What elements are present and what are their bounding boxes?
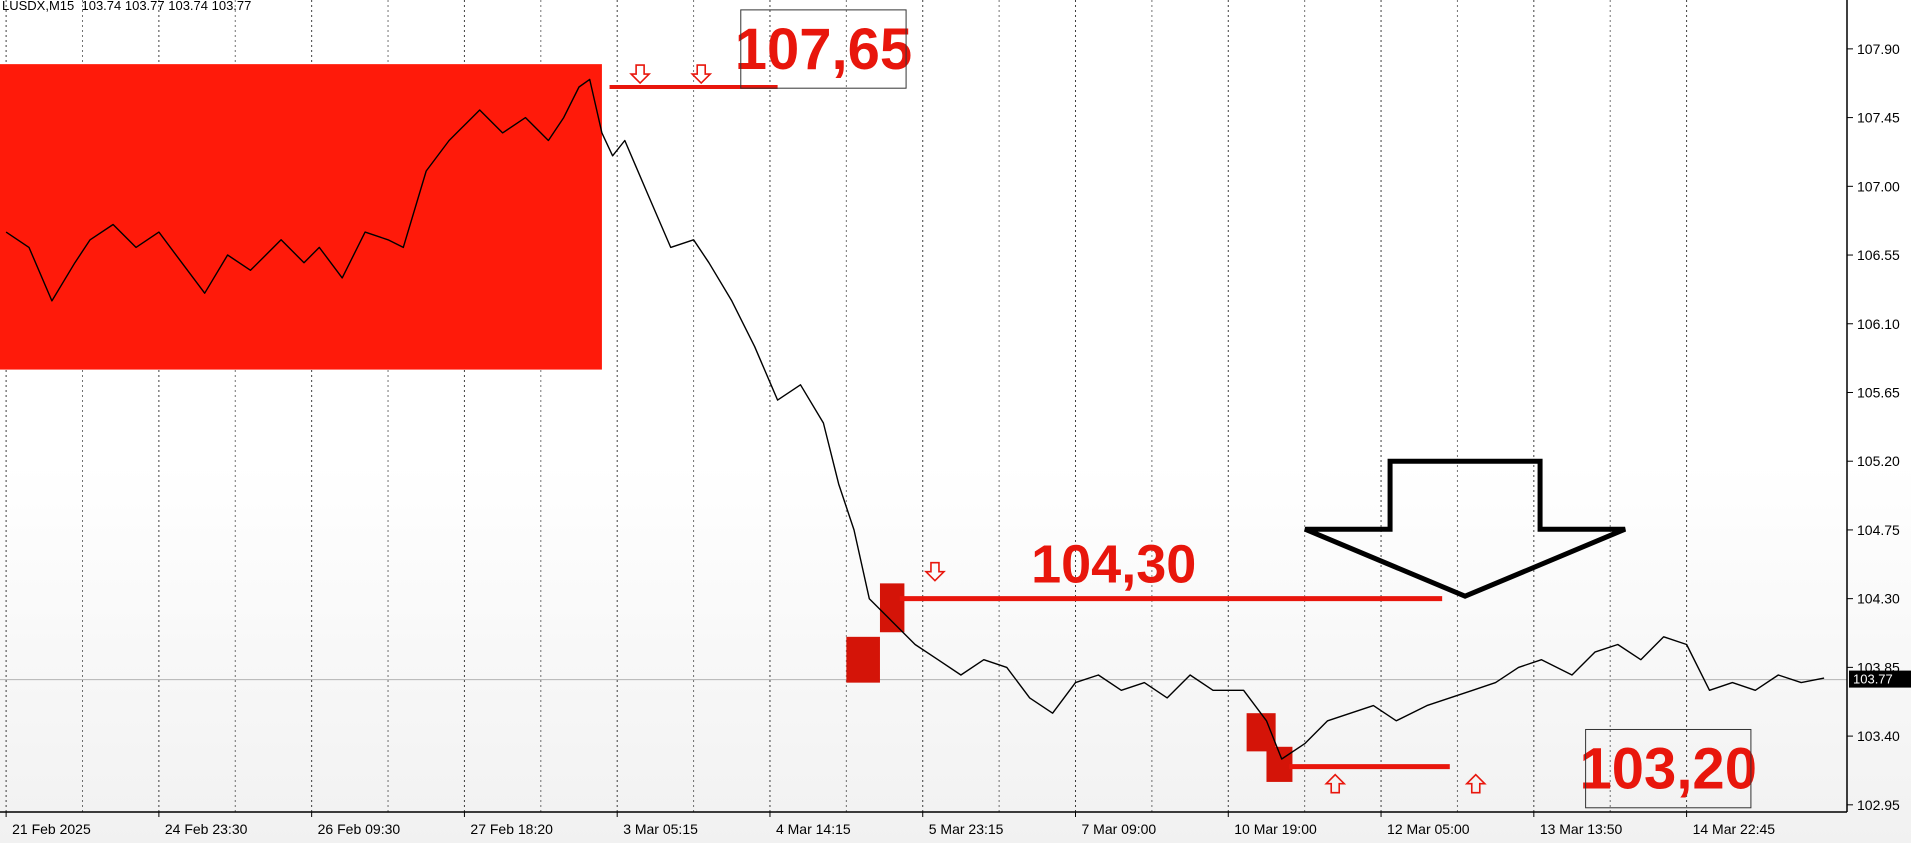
sell-arrow-icon bbox=[629, 64, 652, 85]
ohlc-values: 103.74 103.77 103.74 103.77 bbox=[81, 0, 252, 13]
level-label-top-box bbox=[740, 9, 907, 89]
y-tick-label: 107.90 bbox=[1857, 41, 1900, 57]
x-tick-label: 27 Feb 18:20 bbox=[470, 821, 553, 837]
x-tick-label: 21 Feb 2025 bbox=[12, 821, 91, 837]
y-tick-label: 107.45 bbox=[1857, 110, 1900, 126]
annotations-layer: 107,65 104,30 103,20 bbox=[629, 9, 1757, 809]
level-label-top: 107,65 bbox=[735, 17, 912, 82]
y-axis: 107.90 107.45 107.00 106.55 106.10 105.65 105.… bbox=[1846, 0, 1911, 813]
level-label-bottom: 103,20 bbox=[1580, 737, 1757, 802]
level-label-bottom-box bbox=[1585, 728, 1752, 809]
x-tick-label: 5 Mar 23:15 bbox=[929, 821, 1004, 837]
x-tick-label: 24 Feb 23:30 bbox=[165, 821, 248, 837]
x-tick-label: 4 Mar 14:15 bbox=[776, 821, 851, 837]
y-tick-label: 104.75 bbox=[1857, 522, 1900, 538]
x-tick-label: 10 Mar 19:00 bbox=[1234, 821, 1317, 837]
sell-arrow-icon bbox=[690, 64, 713, 85]
x-tick-label: 7 Mar 09:00 bbox=[1082, 821, 1157, 837]
y-tick-label: 107.00 bbox=[1857, 178, 1900, 194]
supply-zone-layer bbox=[0, 64, 1293, 782]
y-tick-label: 102.95 bbox=[1857, 797, 1900, 813]
price-line bbox=[5, 78, 1825, 760]
y-tick-label: 106.10 bbox=[1857, 316, 1900, 332]
current-price-badge bbox=[1849, 670, 1911, 688]
symbol-name: LUSDX,M15 bbox=[2, 0, 75, 13]
buy-arrow-icon bbox=[1464, 773, 1487, 794]
y-tick-label: 104.30 bbox=[1857, 591, 1900, 607]
y-tick-label: 105.65 bbox=[1857, 384, 1900, 400]
buy-arrow-icon bbox=[1324, 773, 1347, 794]
x-tick-label: 12 Mar 05:00 bbox=[1387, 821, 1470, 837]
x-tick-label: 26 Feb 09:30 bbox=[318, 821, 401, 837]
x-tick-label: 13 Mar 13:50 bbox=[1540, 821, 1623, 837]
big-down-arrow-icon bbox=[1304, 458, 1627, 599]
level-lines-layer bbox=[609, 85, 1450, 770]
supply-zone bbox=[0, 64, 602, 370]
sell-arrow-icon bbox=[924, 561, 946, 582]
demand-block bbox=[846, 636, 880, 683]
level-label-mid: 104,30 bbox=[1031, 535, 1196, 595]
x-tick-label: 14 Mar 22:45 bbox=[1693, 821, 1776, 837]
x-tick-label: 3 Mar 05:15 bbox=[623, 821, 698, 837]
supply-block bbox=[879, 583, 905, 633]
symbol-info: LUSDX,M15 103.74 103.77 103.74 103.77 bbox=[2, 0, 251, 13]
price-line-layer bbox=[5, 78, 1825, 760]
current-price-label: 103.77 bbox=[1853, 672, 1893, 687]
y-tick-label: 106.55 bbox=[1857, 247, 1900, 263]
y-tick-label: 105.20 bbox=[1857, 453, 1900, 469]
y-tick-label: 103.40 bbox=[1857, 728, 1900, 744]
x-axis: 21 Feb 2025 24 Feb 23:30 26 Feb 09:30 27 Fe… bbox=[0, 811, 1847, 837]
